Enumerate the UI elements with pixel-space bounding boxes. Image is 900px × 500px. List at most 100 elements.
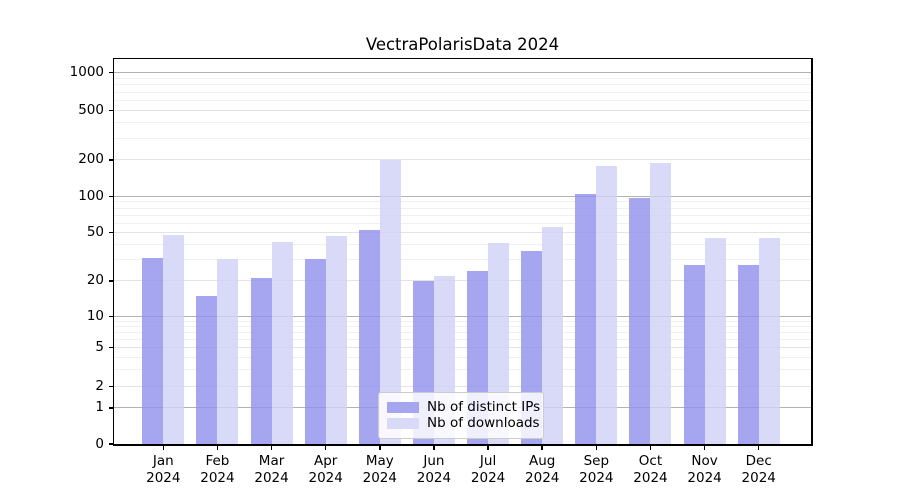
y-tick-mark <box>109 159 114 161</box>
x-tick-month: Dec <box>745 453 772 469</box>
x-tick-month: Mar <box>258 453 285 469</box>
bar-nb-of-downloads-sep <box>596 165 618 444</box>
x-tick-year: 2024 <box>416 470 452 486</box>
gridline <box>114 280 811 282</box>
y-tick-mark <box>109 109 114 112</box>
minor-gridline <box>114 78 811 79</box>
bar-nb-of-distinct-ips-nov <box>683 265 705 444</box>
y-tick-label: 50 <box>86 224 104 241</box>
x-tick-month: Jan <box>152 453 174 469</box>
minor-gridline <box>114 137 811 139</box>
x-tick-mark <box>324 445 327 450</box>
bar-nb-of-downloads-may <box>379 160 401 444</box>
x-tick-label: Sep 2024 <box>564 453 628 487</box>
x-tick-year: 2024 <box>308 470 343 486</box>
x-tick-year: 2024 <box>525 470 560 486</box>
x-tick-mark <box>595 445 598 450</box>
major-gridline <box>114 316 811 318</box>
y-tick-mark <box>109 385 114 388</box>
x-tick-mark <box>216 445 219 450</box>
x-tick-month: Apr <box>314 453 338 469</box>
x-tick-mark <box>757 445 760 450</box>
bar-nb-of-distinct-ips-mar <box>250 278 272 444</box>
x-tick-month: Feb <box>205 453 230 469</box>
plot-spine-bottom <box>112 444 813 446</box>
bar-nb-of-downloads-nov <box>704 238 726 444</box>
x-tick-year: 2024 <box>470 470 506 486</box>
y-tick-label: 5 <box>95 339 104 356</box>
bar-nb-of-distinct-ips-feb <box>196 295 218 444</box>
x-tick-month: Oct <box>638 453 663 469</box>
minor-gridline <box>114 201 811 203</box>
bar-nb-of-downloads-dec <box>758 238 780 444</box>
y-tick-mark <box>109 443 114 445</box>
legend-swatch-nb-of-distinct-ips <box>387 401 419 413</box>
minor-gridline <box>114 258 811 260</box>
x-tick-year: 2024 <box>146 470 181 486</box>
x-tick-label: Jan 2024 <box>131 453 195 487</box>
y-tick-mark <box>109 195 114 198</box>
minor-gridline <box>114 84 811 86</box>
x-tick-mark <box>649 445 652 450</box>
minor-gridline <box>114 326 811 328</box>
y-tick-label: 0 <box>95 435 104 452</box>
major-gridline <box>114 195 811 197</box>
minor-gridline <box>114 207 811 209</box>
gridline <box>114 110 811 112</box>
minor-gridline <box>114 368 811 370</box>
legend-item-nb-of-downloads: Nb of downloads <box>379 415 543 431</box>
x-tick-month: Jun <box>423 453 445 469</box>
plot-spine-top <box>112 57 813 59</box>
bar-nb-of-distinct-ips-oct <box>629 198 651 444</box>
bar-nb-of-downloads-oct <box>650 163 672 444</box>
bar-nb-of-downloads-jan <box>163 234 185 444</box>
x-tick-mark <box>487 445 489 450</box>
x-tick-month: Nov <box>691 453 718 469</box>
legend-label-nb-of-downloads: Nb of downloads <box>427 415 540 431</box>
bar-nb-of-downloads-apr <box>325 235 347 444</box>
y-tick-label: 20 <box>86 272 104 289</box>
minor-gridline <box>114 100 811 102</box>
x-tick-label: Feb 2024 <box>185 453 249 487</box>
plot-spine-right <box>811 57 813 446</box>
y-tick-mark <box>109 231 114 234</box>
plot-spine-left <box>112 57 114 446</box>
legend-label-nb-of-distinct-ips: Nb of distinct IPs <box>427 399 541 415</box>
x-tick-label: Jul 2024 <box>456 453 520 487</box>
x-tick-month: Aug <box>529 453 556 469</box>
x-tick-label: Apr 2024 <box>294 453 358 487</box>
bar-nb-of-downloads-mar <box>271 241 293 444</box>
legend-item-nb-of-distinct-ips: Nb of distinct IPs <box>379 399 543 415</box>
x-tick-label: Dec 2024 <box>727 453 791 487</box>
y-tick-label: 10 <box>86 308 104 325</box>
x-tick-label: Nov 2024 <box>673 453 737 487</box>
y-tick-label: 1000 <box>69 64 104 81</box>
gridline <box>114 232 811 234</box>
x-tick-label: Mar 2024 <box>240 453 304 487</box>
x-tick-label: Aug 2024 <box>510 453 574 487</box>
x-tick-label: Oct 2024 <box>618 453 682 487</box>
x-tick-year: 2024 <box>579 470 614 486</box>
minor-gridline <box>114 332 811 334</box>
y-tick-mark <box>109 407 114 409</box>
y-tick-label: 500 <box>78 102 104 119</box>
legend: Nb of distinct IPs Nb of downloads <box>378 392 544 439</box>
x-tick-month: Jul <box>479 453 497 469</box>
plot-area <box>114 59 811 444</box>
minor-gridline <box>114 338 811 340</box>
y-tick-mark <box>109 315 114 318</box>
minor-gridline <box>114 320 811 322</box>
gridline <box>114 385 811 387</box>
y-tick-label: 100 <box>78 187 104 204</box>
x-tick-mark <box>703 445 706 450</box>
x-tick-label: May 2024 <box>348 453 412 487</box>
x-tick-month: Sep <box>583 453 610 469</box>
x-tick-month: May <box>365 453 394 469</box>
y-tick-mark <box>109 71 114 74</box>
x-tick-mark <box>379 445 381 450</box>
minor-gridline <box>114 222 811 224</box>
minor-gridline <box>114 214 811 216</box>
legend-swatch-nb-of-downloads <box>387 417 419 429</box>
bar-nb-of-downloads-feb <box>217 259 239 444</box>
